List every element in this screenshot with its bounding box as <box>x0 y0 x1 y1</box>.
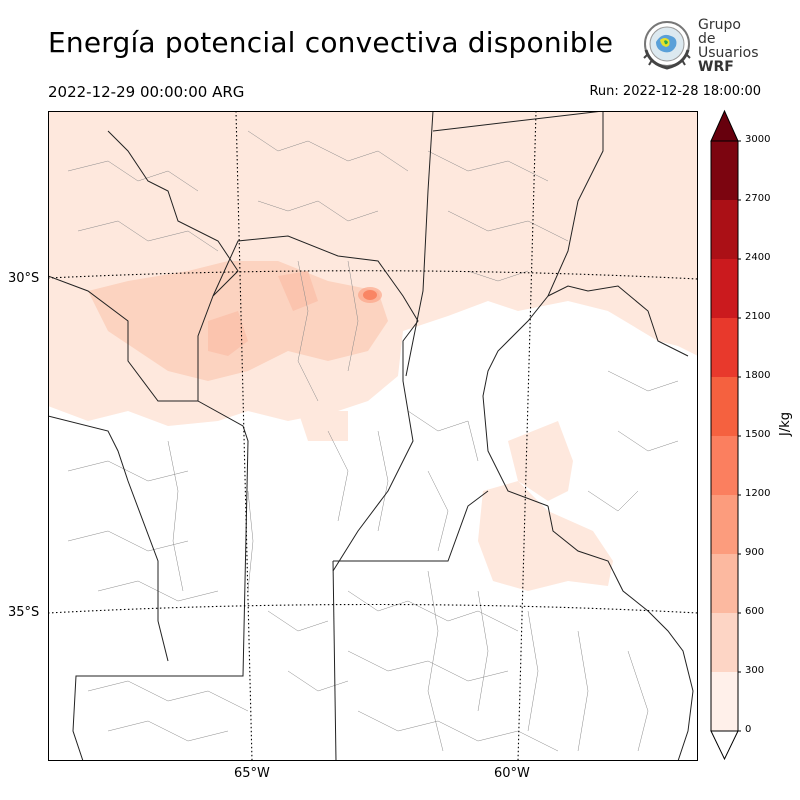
colorbar-extend-max <box>710 109 739 142</box>
cape-map <box>48 111 698 761</box>
map-frame <box>48 111 698 761</box>
colorbar-tick-label: 900 <box>745 547 765 558</box>
colorbar-bin <box>711 613 738 672</box>
colorbar-bin <box>711 672 738 731</box>
colorbar-tick-label: 2400 <box>745 252 771 263</box>
wrf-emblem-icon <box>643 21 691 70</box>
colorbar-bin <box>711 141 738 200</box>
lat-label-35s: 35°S <box>8 605 40 620</box>
colorbar-bin <box>711 200 738 259</box>
coastline <box>612 570 694 761</box>
colorbar-tick-label: 0 <box>745 724 752 735</box>
lon-label-60w: 60°W <box>494 766 530 781</box>
lat-label-30s: 30°S <box>8 271 40 286</box>
page-title: Energía potencial convectiva disponible <box>48 26 614 59</box>
colorbar-bin <box>711 495 738 554</box>
colorbar-tick-label: 3000 <box>745 134 771 145</box>
lon-label-65w: 65°W <box>234 766 270 781</box>
province-boundaries <box>48 111 689 761</box>
colorbar-extend-min <box>710 730 739 761</box>
colorbar-tick-label: 2700 <box>745 193 771 204</box>
colorbar-bin <box>711 377 738 436</box>
valid-time: 2022-12-29 00:00:00 ARG <box>48 83 245 101</box>
colorbar-tick-label: 600 <box>745 606 765 617</box>
graticule <box>48 111 698 761</box>
colorbar-bin <box>711 436 738 495</box>
cape-shading-mid <box>88 261 388 381</box>
colorbar-bin <box>711 318 738 377</box>
colorbar <box>710 109 741 761</box>
colorbar-unit: J/kg <box>778 412 793 436</box>
colorbar-tick-label: 1800 <box>745 370 771 381</box>
colorbar-tick-label: 300 <box>745 665 765 676</box>
colorbar-tick-label: 1500 <box>745 429 771 440</box>
colorbar-bin <box>711 554 738 613</box>
colorbar-tick-label: 1200 <box>745 488 771 499</box>
logo-text: Grupo de Usuarios WRF <box>698 17 759 75</box>
run-time: Run: 2022-12-28 18:00:00 <box>589 84 761 99</box>
colorbar-bin <box>711 259 738 318</box>
department-boundaries <box>67 130 679 752</box>
wrf-logo: Grupo de Usuarios WRF <box>638 16 759 75</box>
colorbar-tick-label: 2100 <box>745 311 771 322</box>
